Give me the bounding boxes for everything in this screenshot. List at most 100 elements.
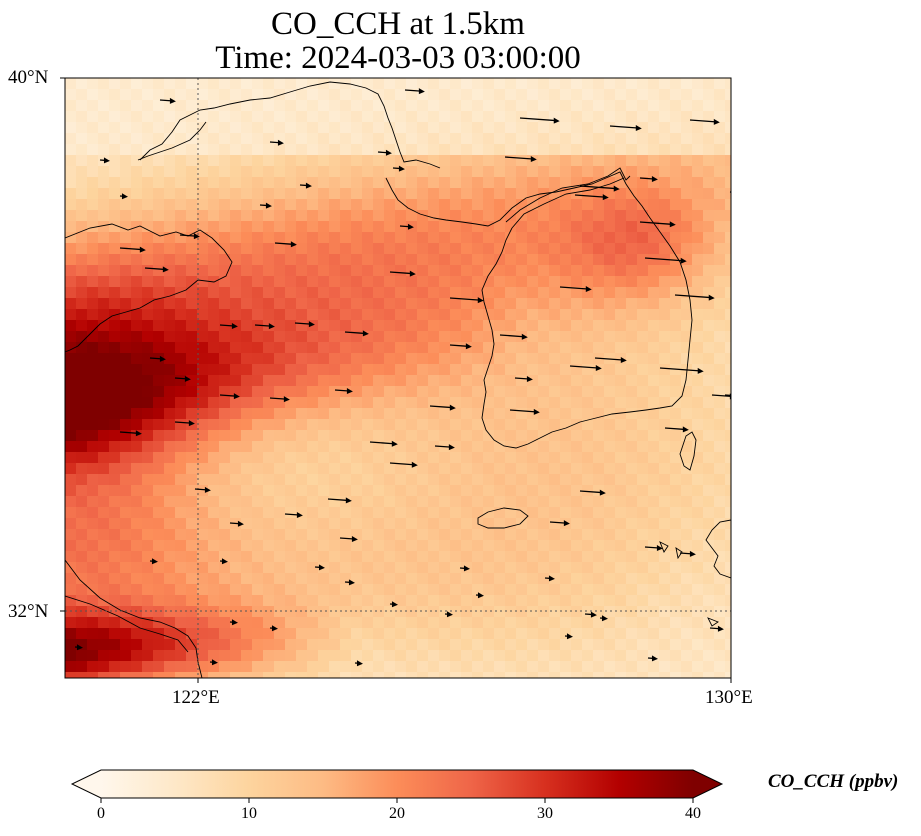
field-cell	[109, 529, 121, 541]
field-cell	[351, 243, 363, 255]
field-cell	[505, 639, 517, 651]
field-cell	[384, 276, 396, 288]
field-cell	[241, 397, 253, 409]
field-cell	[76, 210, 88, 222]
field-cell	[340, 210, 352, 222]
field-cell	[725, 342, 731, 354]
field-cell	[329, 309, 341, 321]
field-cell	[681, 144, 693, 156]
field-cell	[626, 518, 638, 530]
field-cell	[406, 408, 418, 420]
field-cell	[252, 397, 264, 409]
field-cell	[274, 606, 286, 618]
field-cell	[65, 430, 77, 442]
field-cell	[516, 419, 528, 431]
field-cell	[571, 111, 583, 123]
field-cell	[186, 122, 198, 134]
field-cell	[98, 199, 110, 211]
field-cell	[307, 430, 319, 442]
field-cell	[186, 298, 198, 310]
field-cell	[428, 320, 440, 332]
field-cell	[373, 617, 385, 629]
field-cell	[373, 243, 385, 255]
field-cell	[241, 441, 253, 453]
field-cell	[461, 122, 473, 134]
field-cell	[670, 199, 682, 211]
field-cell	[461, 254, 473, 266]
field-cell	[714, 331, 726, 343]
field-cell	[274, 100, 286, 112]
field-cell	[593, 309, 605, 321]
field-cell	[230, 661, 242, 673]
field-cell	[318, 507, 330, 519]
field-cell	[593, 518, 605, 530]
field-cell	[571, 595, 583, 607]
field-cell	[450, 144, 462, 156]
field-cell	[384, 298, 396, 310]
field-cell	[681, 584, 693, 596]
field-cell	[87, 265, 99, 277]
field-cell	[417, 606, 429, 618]
field-cell	[208, 331, 220, 343]
field-cell	[307, 287, 319, 299]
field-cell	[395, 243, 407, 255]
field-cell	[417, 287, 429, 299]
field-cell	[142, 331, 154, 343]
wind-vector-arrow	[659, 367, 704, 374]
field-cell	[505, 540, 517, 552]
field-cell	[659, 265, 671, 277]
field-cell	[208, 309, 220, 321]
field-cell	[450, 529, 462, 541]
field-cell	[186, 320, 198, 332]
field-cell	[307, 496, 319, 508]
field-cell	[659, 188, 671, 200]
field-cell	[340, 650, 352, 662]
field-cell	[538, 199, 550, 211]
field-cell	[285, 89, 297, 101]
field-cell	[307, 89, 319, 101]
field-cell	[461, 661, 473, 673]
field-cell	[65, 441, 77, 453]
field-cell	[560, 485, 572, 497]
field-cell	[76, 177, 88, 189]
field-cell	[670, 232, 682, 244]
field-cell	[703, 540, 715, 552]
field-cell	[505, 331, 517, 343]
field-cell	[538, 661, 550, 673]
wind-vector-arrow	[119, 246, 146, 253]
field-cell	[263, 485, 275, 497]
field-cell	[373, 441, 385, 453]
field-cell	[681, 342, 693, 354]
field-cell	[648, 507, 660, 519]
field-cell	[593, 463, 605, 475]
field-cell	[681, 210, 693, 222]
field-cell	[197, 540, 209, 552]
field-cell	[670, 606, 682, 618]
field-cell	[516, 320, 528, 332]
field-cell	[219, 441, 231, 453]
field-cell	[516, 89, 528, 101]
field-cell	[208, 485, 220, 497]
field-cell	[197, 166, 209, 178]
field-cell	[472, 584, 484, 596]
field-cell	[681, 287, 693, 299]
field-cell	[197, 155, 209, 167]
field-cell	[494, 243, 506, 255]
field-cell	[626, 606, 638, 618]
field-cell	[318, 529, 330, 541]
field-cell	[175, 474, 187, 486]
field-cell	[175, 672, 187, 678]
field-cell	[120, 331, 132, 343]
field-cell	[571, 265, 583, 277]
field-cell	[65, 617, 77, 629]
field-cell	[681, 496, 693, 508]
field-cell	[76, 419, 88, 431]
field-cell	[681, 320, 693, 332]
field-cell	[725, 144, 731, 156]
field-cell	[659, 320, 671, 332]
field-cell	[120, 430, 132, 442]
field-cell	[725, 364, 731, 376]
wind-vector-arrow	[574, 194, 609, 201]
field-cell	[329, 254, 341, 266]
field-cell	[417, 353, 429, 365]
